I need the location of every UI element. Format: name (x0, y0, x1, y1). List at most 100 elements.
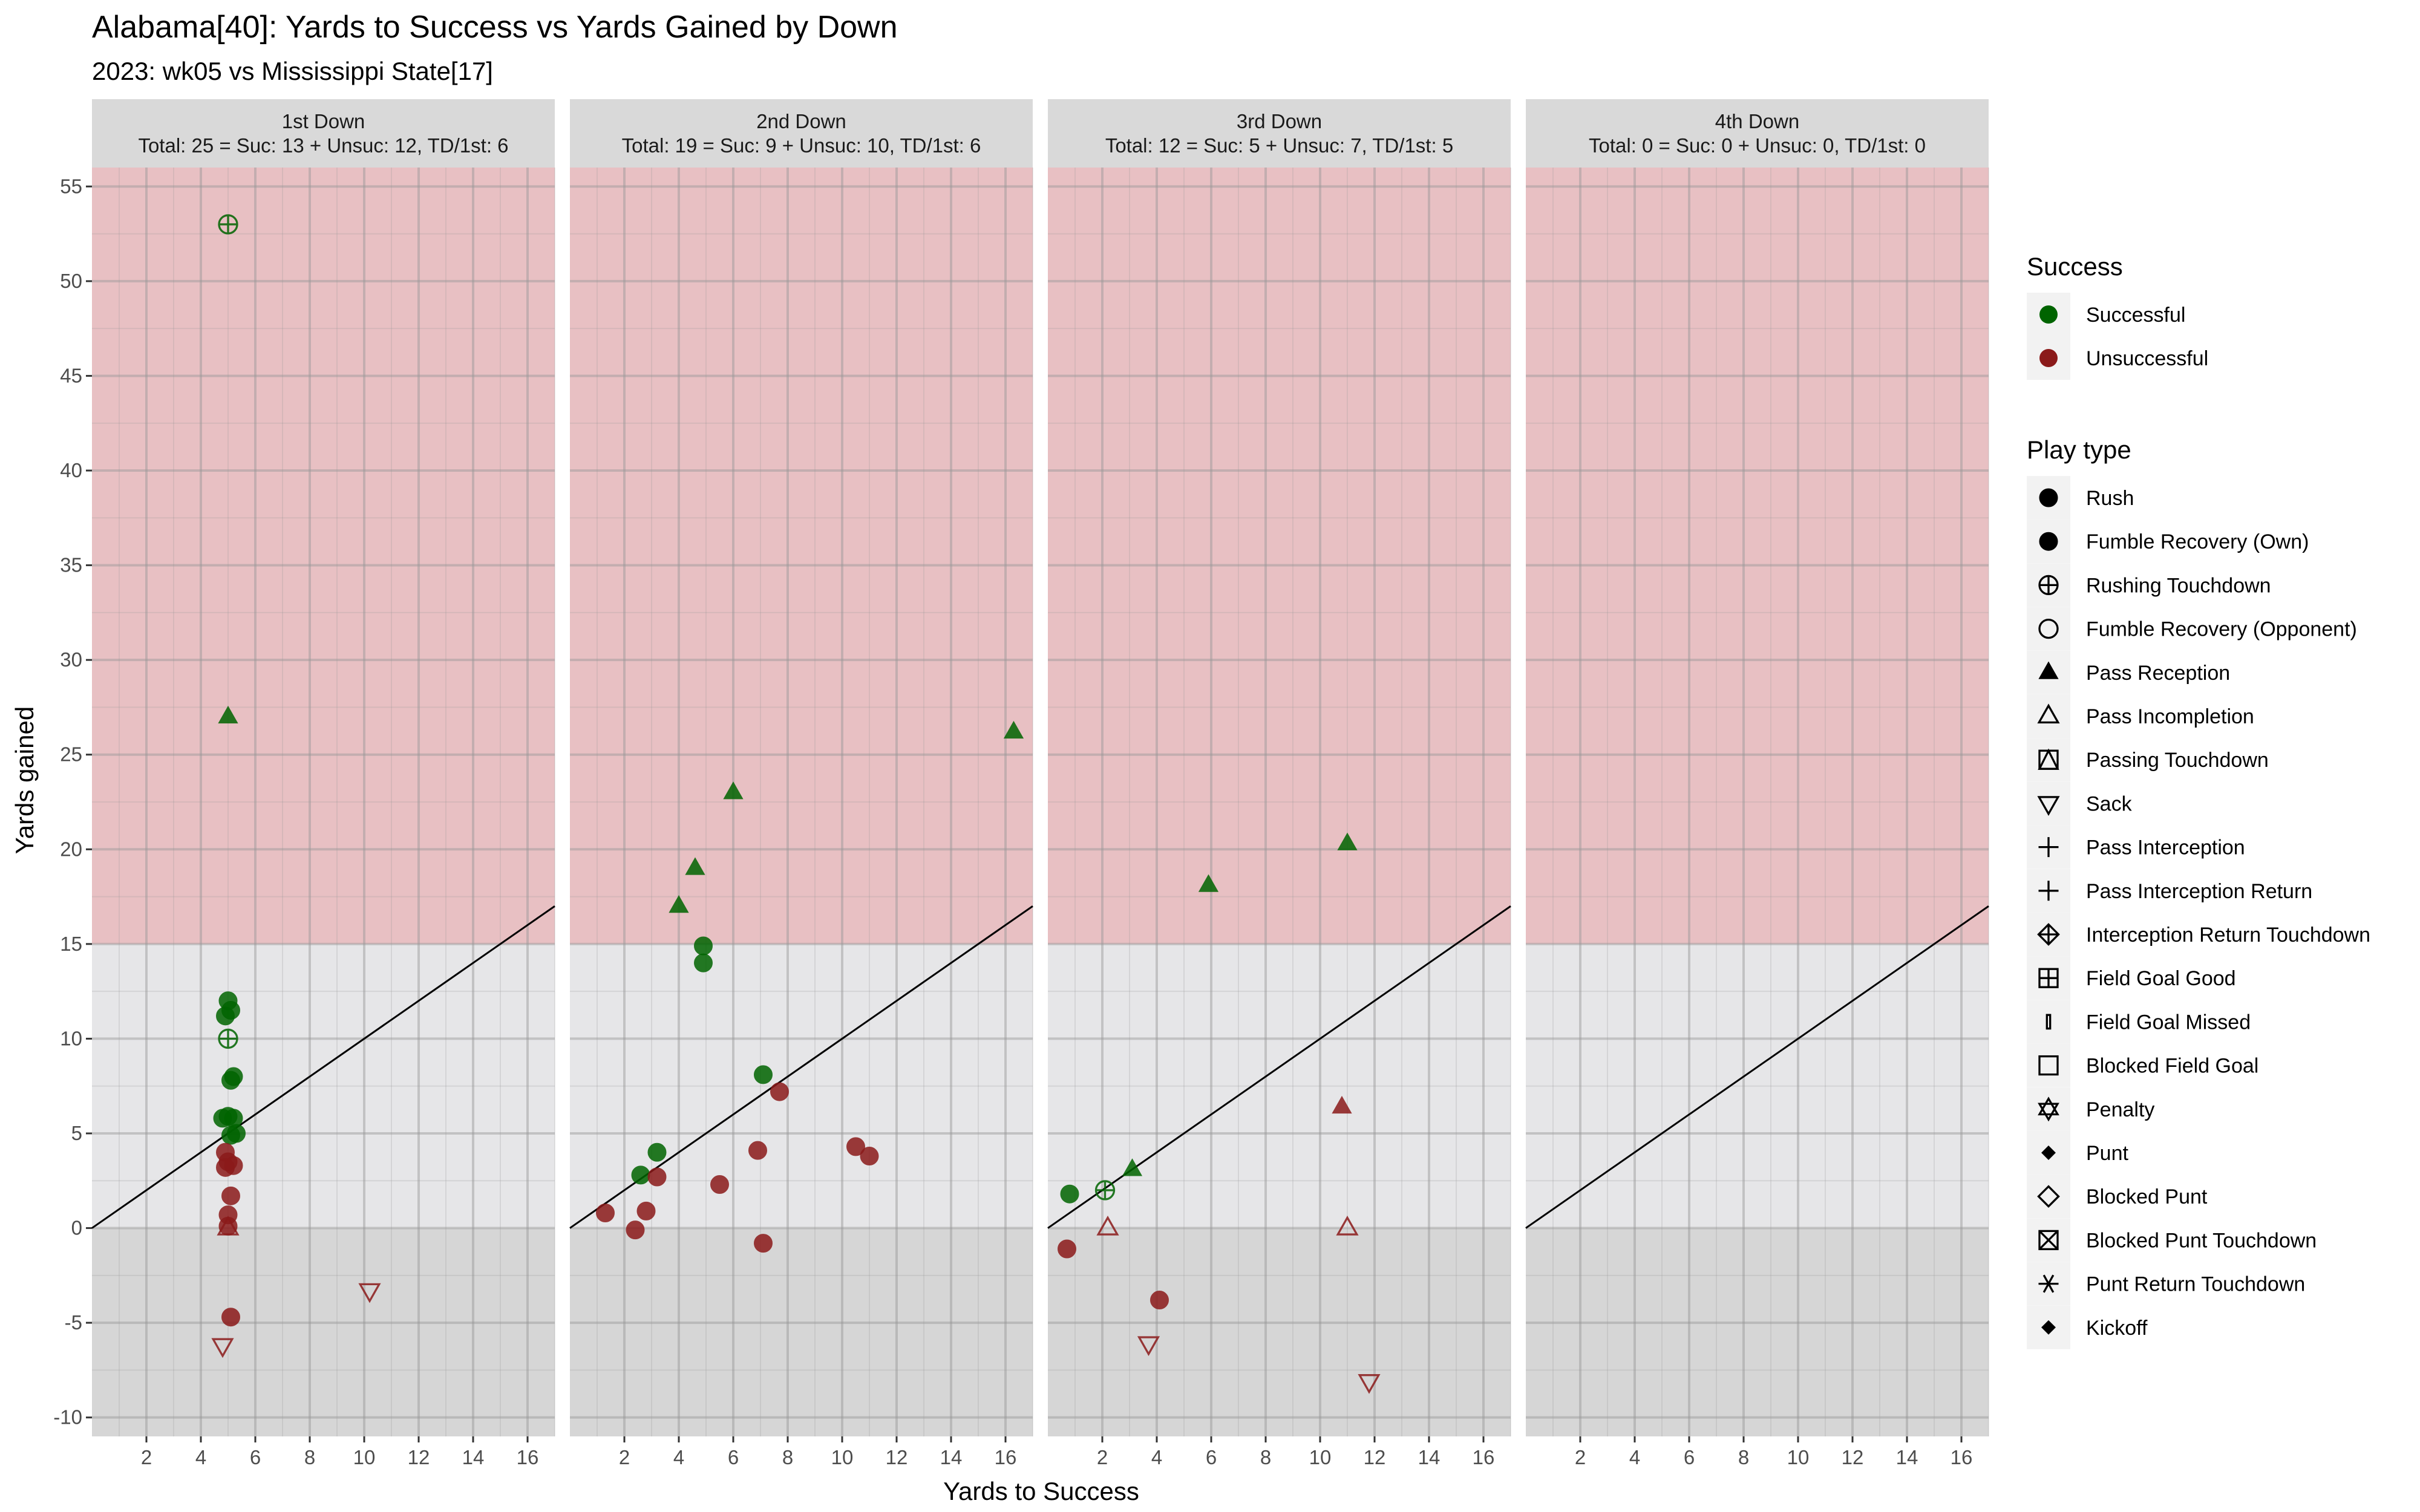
data-point (358, 1283, 381, 1303)
legend-shape-icon (2038, 1274, 2059, 1293)
data-point (221, 1000, 240, 1020)
legend-label: Rush (2086, 487, 2134, 510)
data-point (647, 1142, 667, 1162)
x-tick-label: 4 (1629, 1446, 1640, 1468)
data-point (596, 1204, 615, 1223)
panel-summary: Total: 12 = Suc: 5 + Unsuc: 7, TD/1st: 5 (1105, 134, 1453, 157)
data-point (754, 1065, 773, 1084)
panel-title: 1st Down (282, 110, 365, 132)
y-tick-label: 20 (60, 838, 82, 860)
background-band (1526, 168, 1989, 944)
data-point (1094, 1180, 1116, 1201)
legend-shape-icon (2041, 1145, 2056, 1160)
y-tick-label: -10 (53, 1406, 82, 1429)
data-point (754, 1234, 773, 1253)
background-band (92, 168, 555, 944)
legend-key-bg (2027, 1175, 2070, 1219)
x-tick-label: 6 (728, 1446, 739, 1468)
legend-swatch-successful (2039, 305, 2058, 324)
x-tick-label: 2 (1097, 1446, 1108, 1468)
legend-shape-icon (2038, 748, 2059, 770)
data-point (221, 1070, 240, 1090)
legend: Success Successful Unsuccessful Play type Ru… (2027, 252, 2370, 1349)
y-tick-label: 30 (60, 648, 82, 671)
x-tick-label: 12 (1364, 1446, 1386, 1468)
data-point (626, 1220, 645, 1240)
background-band (1048, 943, 1511, 1228)
legend-label: Pass Interception Return (2086, 880, 2312, 903)
data-point (748, 1141, 767, 1160)
x-tick-label: 16 (1951, 1446, 1973, 1468)
legend-shape-icon (2037, 923, 2060, 946)
panel-summary: Total: 0 = Suc: 0 + Unsuc: 0, TD/1st: 0 (1589, 134, 1926, 157)
x-tick-label: 14 (1418, 1446, 1441, 1468)
legend-shape-icon (2038, 661, 2059, 679)
data-point (218, 214, 238, 235)
data-point (1358, 1374, 1381, 1394)
legend-swatch-unsuccessful (2039, 349, 2058, 367)
y-tick-label: 10 (60, 1027, 82, 1049)
legend-label: Kickoff (2086, 1317, 2148, 1340)
data-point (1096, 1215, 1119, 1236)
y-tick-label: 15 (60, 933, 82, 955)
legend-label: Blocked Punt Touchdown (2086, 1229, 2317, 1252)
background-band (1526, 943, 1989, 1228)
data-point (770, 1082, 789, 1101)
legend-shape-icon (2037, 1185, 2060, 1208)
legend-label: Blocked Punt (2086, 1185, 2208, 1208)
legend-label: Punt Return Touchdown (2086, 1273, 2305, 1296)
y-tick-label: 5 (71, 1122, 82, 1144)
legend-label: Passing Touchdown (2086, 749, 2269, 772)
legend-key-bg (2027, 738, 2070, 782)
x-tick-label: 8 (1260, 1446, 1271, 1468)
x-tick-label: 14 (462, 1446, 485, 1468)
data-point (1060, 1184, 1079, 1204)
y-tick-label: 25 (60, 743, 82, 766)
x-tick-label: 8 (782, 1446, 793, 1468)
data-point (647, 1167, 667, 1187)
legend-key-bg (2027, 694, 2070, 738)
legend-label: Field Goal Good (2086, 967, 2236, 990)
y-tick-label: 0 (71, 1217, 82, 1239)
legend-label: Field Goal Missed (2086, 1011, 2251, 1034)
data-point (1336, 1215, 1359, 1236)
x-tick-label: 4 (673, 1446, 684, 1468)
y-axis-title: Yards gained (10, 706, 39, 854)
legend-label: Unsuccessful (2086, 347, 2208, 370)
x-tick-label: 2 (141, 1446, 152, 1468)
grid (570, 168, 1033, 1436)
x-tick-label: 12 (886, 1446, 908, 1468)
legend-shape-icon (2038, 1055, 2059, 1076)
legend-label: Interception Return Touchdown (2086, 924, 2370, 947)
reference-line (91, 905, 555, 1229)
y-tick-label: 55 (60, 175, 82, 197)
x-tick-label: 4 (195, 1446, 206, 1468)
x-tick-label: 12 (408, 1446, 430, 1468)
legend-shape-icon (2038, 1097, 2059, 1122)
legend-shape-icon (2038, 618, 2059, 639)
x-tick-label: 6 (1206, 1446, 1217, 1468)
x-tick-label: 12 (1842, 1446, 1864, 1468)
legend-key-bg (2027, 1000, 2070, 1044)
x-tick-label: 16 (1473, 1446, 1495, 1468)
data-point (669, 894, 689, 913)
data-point (218, 1028, 238, 1049)
legend-label: Fumble Recovery (Opponent) (2086, 618, 2357, 641)
legend-shape-icon (2041, 1320, 2056, 1335)
legend-success-title: Success (2027, 252, 2123, 281)
background-band (570, 168, 1033, 944)
legend-label: Blocked Field Goal (2086, 1055, 2258, 1078)
x-tick-label: 10 (353, 1446, 376, 1468)
legend-label: Pass Reception (2086, 662, 2230, 685)
x-tick-label: 14 (940, 1446, 963, 1468)
legend-shape-icon (2038, 881, 2059, 901)
legend-shape-icon (2037, 796, 2060, 816)
data-point (723, 781, 744, 800)
data-point (1337, 832, 1358, 850)
y-tick-label: 35 (60, 554, 82, 576)
data-point (694, 953, 713, 973)
data-point (1150, 1291, 1169, 1310)
